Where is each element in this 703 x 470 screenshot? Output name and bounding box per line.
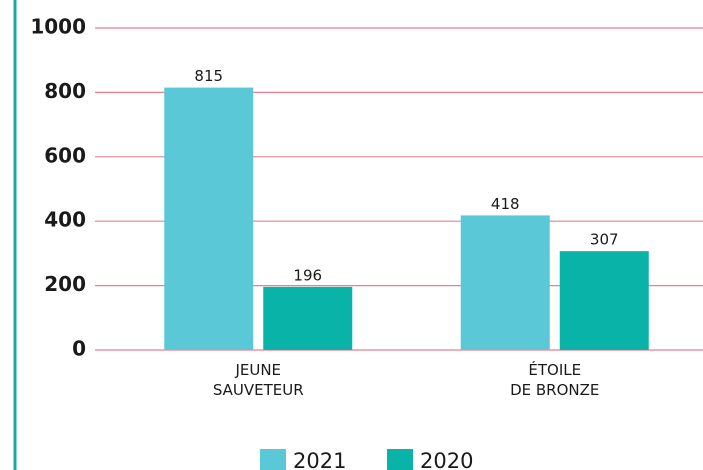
x-tick-label: ÉTOILE DE BRONZE xyxy=(510,360,599,399)
value-label: 307 xyxy=(590,231,619,249)
y-tick-label: 600 xyxy=(44,143,86,167)
bar xyxy=(460,215,550,350)
value-label: 815 xyxy=(194,67,223,85)
legend-label: 2021 xyxy=(293,449,346,470)
bar xyxy=(164,87,254,350)
y-tick-label: 0 xyxy=(72,337,86,361)
y-tick-label: 1000 xyxy=(30,15,86,39)
x-tick-label: JEUNE SAUVETEUR xyxy=(213,361,304,399)
legend-swatch xyxy=(387,449,413,470)
bar xyxy=(263,286,353,350)
y-tick-label: 400 xyxy=(44,208,86,232)
value-label: 196 xyxy=(293,266,322,284)
legend-swatch xyxy=(260,449,286,470)
legend-label: 2020 xyxy=(420,449,473,470)
value-label: 418 xyxy=(491,195,520,213)
bar xyxy=(559,251,649,350)
y-tick-label: 200 xyxy=(44,272,86,296)
y-tick-label: 800 xyxy=(44,79,86,103)
